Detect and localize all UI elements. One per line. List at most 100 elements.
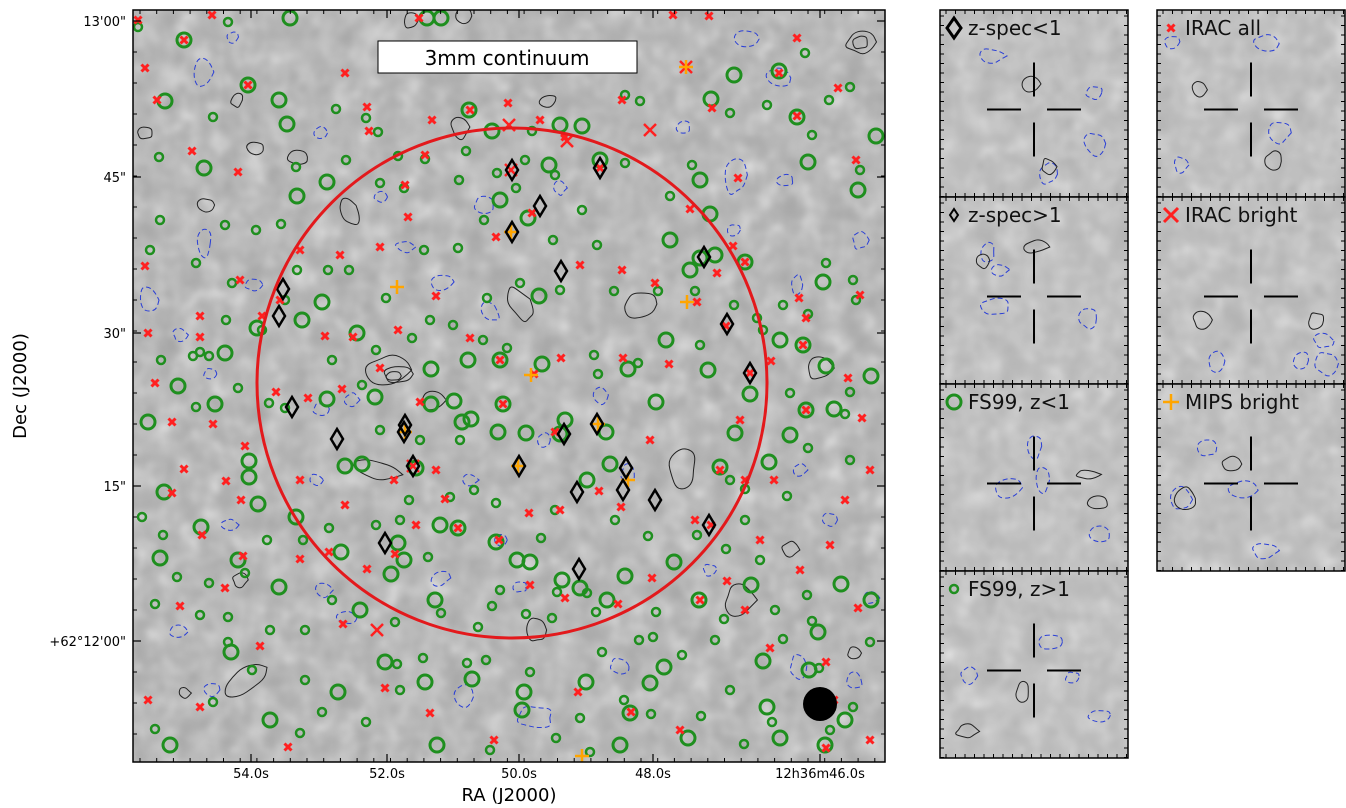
negative-contour: [172, 327, 190, 343]
fs99-circle-marker: [689, 285, 701, 297]
fs99-circle-marker: [226, 277, 238, 289]
y-tick-labels: 13'00" 45" 30" 15" +62°12'00": [49, 15, 126, 650]
fs99-circle-marker: [725, 66, 743, 84]
fs99-circle-marker: [738, 738, 750, 750]
irac-all-cross-marker: [143, 328, 153, 338]
cross-stroke: [560, 134, 574, 148]
fs99-circle-marker: [491, 167, 503, 179]
fs99-circle-marker: [222, 16, 234, 28]
fs99-circle-marker: [771, 729, 789, 747]
negative-contour: [1087, 710, 1111, 723]
fs99-circle-marker: [203, 350, 215, 362]
fs99-circle-marker: [581, 587, 593, 599]
irac-all-cross-marker: [489, 735, 499, 745]
fs99-circle-marker: [647, 393, 665, 411]
cross-stroke: [550, 427, 560, 437]
fs99-circle-marker: [695, 710, 707, 722]
fs99-circle-marker: [694, 339, 706, 351]
cross-stroke: [613, 599, 623, 609]
fs99-circle-marker: [239, 76, 257, 94]
irac-all-cross-marker: [524, 508, 534, 518]
negative-contour: [553, 180, 568, 196]
fs99-circle-marker: [739, 514, 751, 526]
x-tick-label: 12h36m46.0s: [775, 767, 865, 782]
irac-all-cross-marker: [769, 475, 779, 485]
negative-contour: [733, 30, 760, 48]
cross-stroke: [733, 173, 743, 183]
zspec-diamond-marker: [556, 421, 572, 447]
irac-all-cross-marker: [494, 535, 504, 545]
fs99-circle-marker: [417, 652, 429, 664]
fs99-circle-marker: [394, 514, 406, 526]
cross-stroke: [233, 167, 243, 177]
cross-stroke: [235, 275, 245, 285]
fs99-circle-marker: [690, 591, 708, 609]
y-tick-label: +62°12'00": [49, 635, 126, 650]
cross-stroke: [140, 261, 150, 271]
cross-stroke: [525, 580, 535, 590]
cross-stroke: [179, 464, 189, 474]
fs99-circle-marker: [453, 413, 471, 431]
positive-contour: [1086, 495, 1108, 510]
irac-all-cross-marker: [560, 593, 570, 603]
fs99-circle-marker: [608, 285, 620, 297]
negative-contour: [702, 563, 718, 577]
negative-contour: [1085, 86, 1103, 100]
cross-stroke: [362, 564, 372, 574]
fs99-circle-marker: [418, 244, 430, 256]
cross-stroke: [774, 68, 784, 78]
cross-stroke: [195, 311, 205, 321]
negative-contour: [852, 231, 870, 250]
fs99-circle-marker: [187, 350, 199, 362]
irac-all-cross-marker: [853, 603, 863, 613]
zspec-diamond-marker: [553, 258, 569, 284]
negative-contour: [203, 368, 218, 380]
fs99-circle-marker: [207, 696, 219, 708]
cross-stroke: [792, 111, 802, 121]
irac-all-cross-marker: [595, 163, 605, 173]
positive-contour: [178, 687, 193, 699]
irac-all-cross-marker: [320, 331, 330, 341]
fs99-circle-marker: [836, 711, 854, 729]
fs99-circle-marker: [691, 249, 709, 267]
fs99-circle-marker: [139, 413, 157, 431]
fs99-circle-marker: [573, 117, 591, 135]
main-map-frame: [132, 9, 886, 763]
fs99-circle-marker: [591, 239, 603, 251]
zspec-diamond-marker: [377, 530, 393, 556]
negative-contour: [995, 478, 1024, 499]
cross-stroke: [735, 415, 745, 425]
negative-contour: [169, 624, 189, 638]
cross-stroke: [208, 419, 218, 429]
fs99-circle-marker: [676, 649, 688, 661]
irac-bright-cross-marker: [370, 623, 384, 637]
cross-stroke: [728, 241, 738, 251]
fs99-circle-marker: [720, 543, 732, 555]
x-axis-label: RA (J2000): [462, 785, 557, 804]
irac-all-cross-marker: [220, 583, 230, 593]
fs99-circle-marker: [380, 292, 392, 304]
panel-label: IRAC bright: [1185, 203, 1297, 227]
cross-stroke: [337, 384, 347, 394]
fs99-circle-marker: [299, 674, 311, 686]
fs99-circle-marker: [480, 654, 492, 666]
panel-noise: [940, 197, 1128, 384]
irac-all-cross-marker: [495, 355, 505, 365]
fs99-circle-marker: [416, 673, 434, 691]
y-tick-label: 15": [103, 480, 126, 495]
irac-all-cross-marker: [400, 180, 410, 190]
cross-stroke: [338, 619, 348, 629]
fs99-circle-marker: [360, 716, 372, 728]
negative-contour: [313, 126, 329, 139]
stack-panel: FS99, z>1: [939, 570, 1129, 759]
cross-stroke: [403, 212, 413, 222]
fs99-circle-marker: [477, 334, 489, 346]
fs99-circle-marker: [849, 181, 867, 199]
positive-contour: [1015, 680, 1029, 703]
fs99-circle-marker: [297, 534, 309, 546]
stack-center-crosshair: [1204, 62, 1298, 157]
fs99-circle-marker: [520, 608, 532, 620]
fs99-circle-marker: [609, 514, 621, 526]
irac-all-cross-marker: [712, 268, 722, 278]
